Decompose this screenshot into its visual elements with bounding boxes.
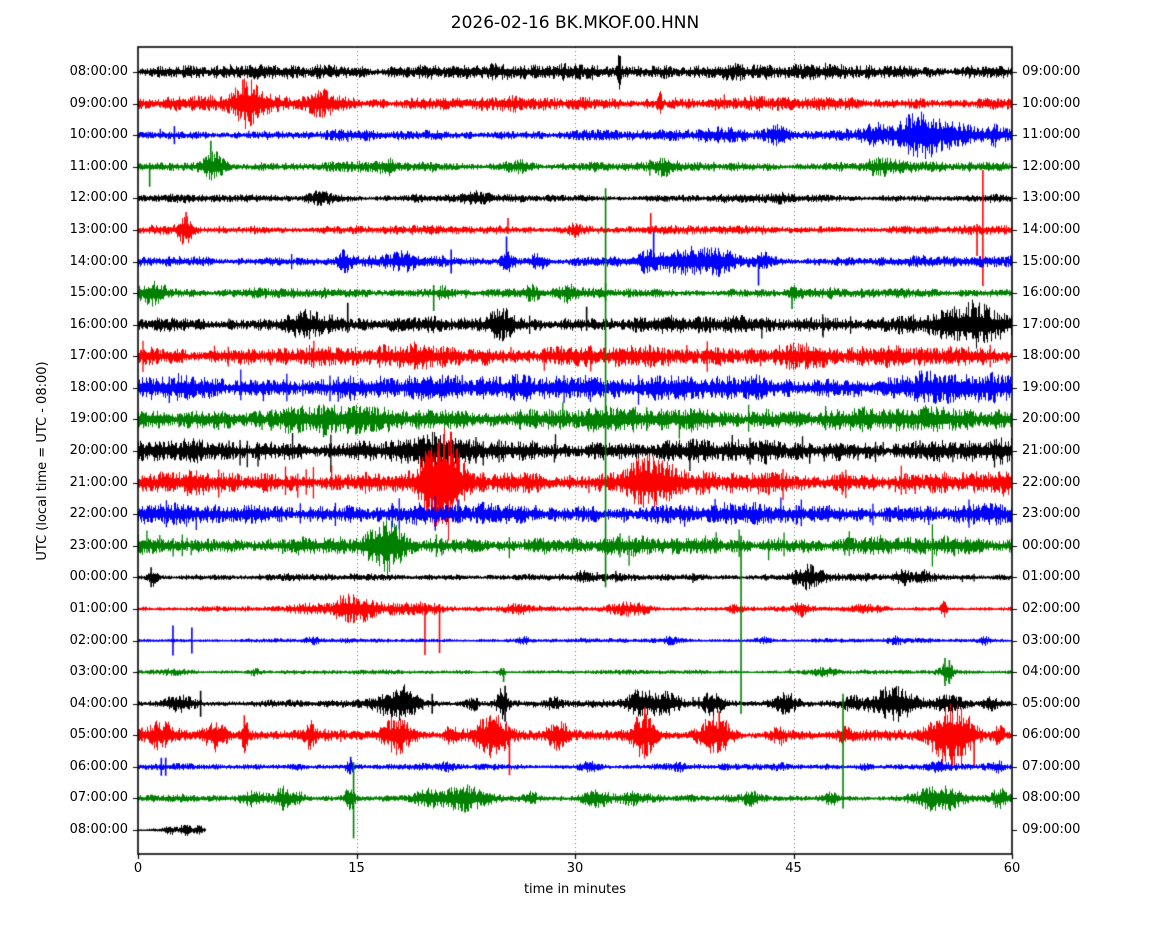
right-time-label: 22:00:00 (1022, 474, 1081, 490)
left-time-label: 07:00:00 (69, 790, 128, 806)
left-time-label: 04:00:00 (69, 695, 128, 711)
right-time-label: 06:00:00 (1022, 727, 1081, 743)
plot-title: 2026-02-16 BK.MKOF.00.HNN (450, 13, 700, 33)
left-time-label: 12:00:00 (69, 190, 128, 206)
right-time-label: 01:00:00 (1022, 569, 1081, 585)
left-time-label: 00:00:00 (69, 569, 128, 585)
right-time-label: 03:00:00 (1022, 632, 1081, 648)
x-tick-label: 0 (133, 861, 143, 876)
left-time-label: 16:00:00 (69, 316, 128, 332)
left-time-label: 08:00:00 (69, 822, 128, 837)
right-time-label: 13:00:00 (1022, 190, 1081, 206)
right-time-label: 07:00:00 (1022, 758, 1081, 774)
x-tick-label: 60 (1003, 861, 1021, 876)
right-time-label: 21:00:00 (1022, 443, 1081, 458)
left-time-label: 13:00:00 (69, 221, 128, 237)
x-tick-label: 15 (348, 861, 365, 876)
left-time-label: 03:00:00 (69, 664, 128, 680)
right-time-label: 09:00:00 (1022, 64, 1081, 79)
right-time-label: 05:00:00 (1022, 695, 1081, 711)
right-time-label: 09:00:00 (1022, 822, 1081, 837)
left-time-label: 19:00:00 (69, 411, 128, 427)
left-time-label: 02:00:00 (69, 632, 128, 648)
right-time-label: 18:00:00 (1022, 348, 1081, 364)
right-time-label: 16:00:00 (1022, 285, 1081, 301)
right-time-label: 04:00:00 (1022, 664, 1081, 680)
left-time-label: 21:00:00 (69, 474, 128, 490)
left-time-label: 20:00:00 (69, 443, 128, 458)
right-time-label: 17:00:00 (1022, 316, 1081, 332)
x-tick-label: 45 (785, 861, 802, 876)
left-time-label: 06:00:00 (69, 758, 128, 774)
left-time-label: 09:00:00 (69, 95, 128, 111)
right-time-label: 23:00:00 (1022, 506, 1081, 522)
x-tick-label: 30 (566, 861, 584, 876)
right-time-label: 00:00:00 (1022, 537, 1081, 553)
left-time-label: 17:00:00 (69, 348, 128, 364)
right-time-label: 14:00:00 (1022, 221, 1081, 237)
left-time-label: 11:00:00 (69, 158, 128, 174)
x-axis-label: time in minutes (523, 882, 627, 897)
right-time-label: 12:00:00 (1022, 158, 1081, 174)
left-time-label: 10:00:00 (69, 127, 128, 143)
left-time-label: 05:00:00 (69, 727, 128, 743)
right-time-label: 20:00:00 (1022, 411, 1081, 427)
right-time-label: 15:00:00 (1022, 253, 1081, 269)
right-time-label: 19:00:00 (1022, 379, 1081, 395)
left-time-label: 08:00:00 (69, 64, 128, 79)
left-time-label: 15:00:00 (69, 285, 128, 301)
left-time-label: 18:00:00 (69, 379, 128, 395)
right-time-label: 08:00:00 (1022, 790, 1081, 806)
left-time-label: 22:00:00 (69, 506, 128, 522)
right-time-label: 10:00:00 (1022, 95, 1081, 111)
left-time-label: 14:00:00 (69, 253, 128, 269)
right-time-label: 02:00:00 (1022, 600, 1081, 616)
left-time-label: 23:00:00 (69, 537, 128, 553)
left-time-label: 01:00:00 (69, 600, 128, 616)
right-time-label: 11:00:00 (1022, 127, 1081, 143)
